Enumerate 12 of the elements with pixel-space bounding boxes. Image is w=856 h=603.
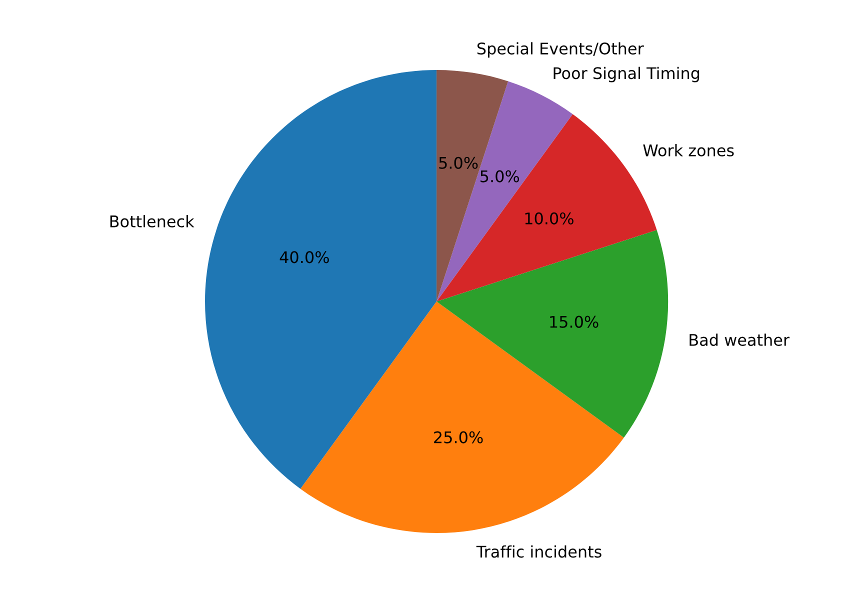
data-label: 25.0% — [434, 431, 483, 444]
data-label: 15.0% — [550, 316, 598, 328]
slice-label: Poor Signal Timing — [554, 66, 700, 82]
data-label: 10.0% — [525, 212, 574, 224]
slice-label: Traffic incidents — [476, 545, 602, 558]
data-label: 5.0% — [439, 156, 478, 169]
slice-label: Bad weather — [690, 334, 790, 346]
slice-label: Bottleneck — [110, 215, 194, 228]
slice-label: Work zones — [643, 144, 734, 156]
data-label: 40.0% — [280, 251, 329, 264]
data-label: 5.0% — [480, 170, 520, 182]
slice-label: Special Events/Other — [477, 42, 644, 58]
